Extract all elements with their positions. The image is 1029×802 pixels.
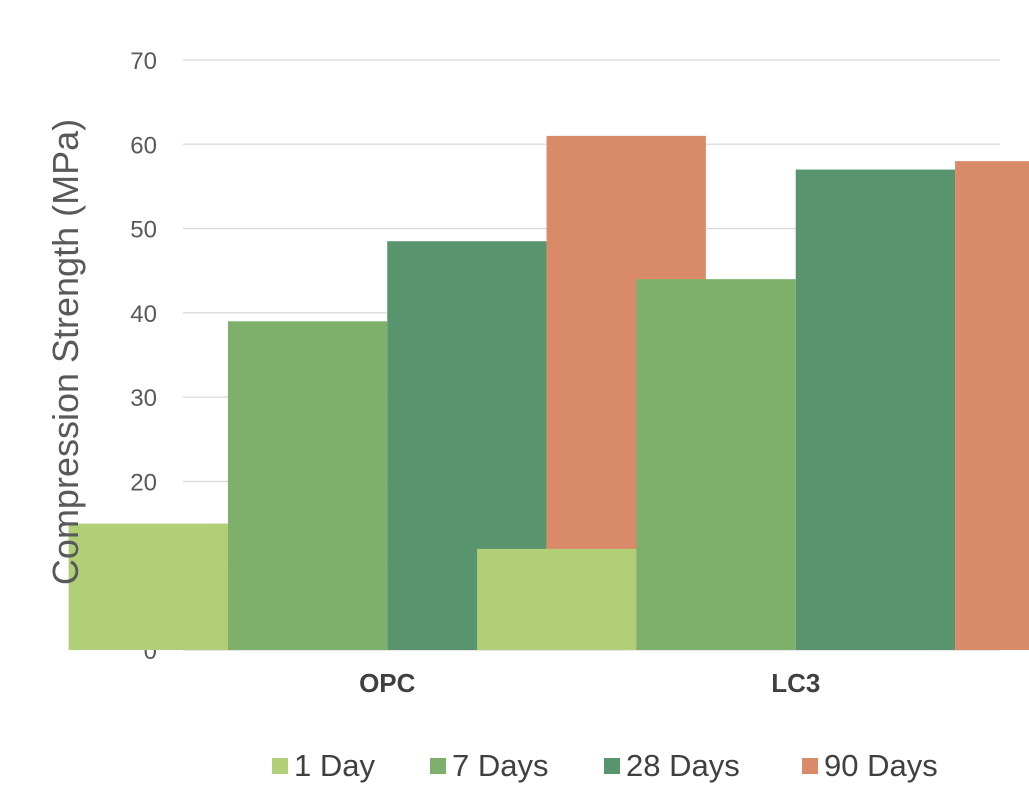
legend-item: 90 Days: [802, 748, 938, 783]
x-axis-categories: OPC LC3: [359, 668, 820, 698]
bar-lc3-7-days: [636, 279, 796, 650]
y-tick-label: 40: [130, 301, 157, 328]
bar-opc-7-days: [227, 321, 388, 650]
x-category-label: LC3: [771, 668, 820, 698]
legend-label: 90 Days: [824, 748, 938, 783]
legend: 1 Day 7 Days 28 Days 90 Days: [272, 748, 938, 783]
legend-label: 1 Day: [294, 748, 375, 783]
legend-item: 28 Days: [604, 748, 740, 783]
y-tick-label: 60: [130, 132, 157, 159]
legend-label: 28 Days: [626, 748, 740, 783]
y-tick-label: 30: [130, 385, 157, 412]
legend-label: 7 Days: [452, 748, 548, 783]
legend-swatch: [430, 758, 446, 774]
y-axis-label: Compression Strength (MPa): [45, 119, 86, 585]
legend-swatch: [604, 758, 620, 774]
legend-swatch: [802, 758, 818, 774]
bar-opc-1-day: [68, 523, 228, 650]
x-category-label: OPC: [359, 668, 416, 698]
bar-lc3-28-days: [795, 169, 956, 651]
bars: [68, 135, 1029, 651]
legend-swatch: [272, 758, 288, 774]
bar-lc3-90-days: [955, 161, 1029, 650]
y-tick-label: 70: [130, 48, 157, 75]
y-tick-label: 20: [130, 469, 157, 496]
legend-item: 1 Day: [272, 748, 375, 783]
y-tick-label: 50: [130, 217, 157, 244]
bar-lc3-1-day: [477, 548, 637, 650]
legend-item: 7 Days: [430, 748, 548, 783]
